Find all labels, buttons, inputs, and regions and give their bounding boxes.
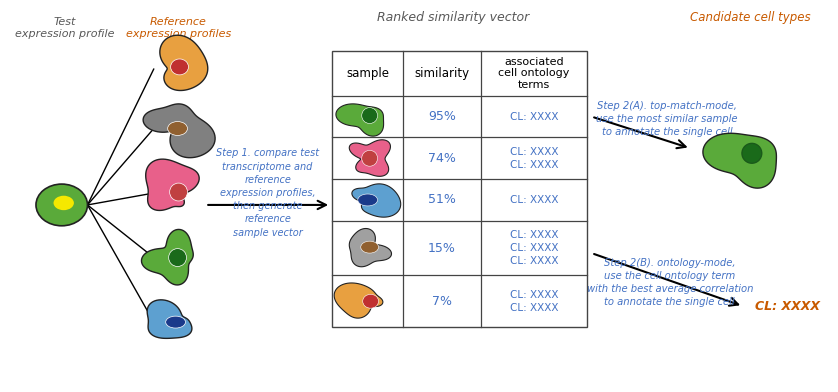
Text: Step 1. compare test
transcriptome and
reference
expression profiles,
then gener: Step 1. compare test transcriptome and r… (216, 148, 319, 238)
Ellipse shape (169, 183, 188, 201)
Ellipse shape (358, 194, 378, 206)
Text: 7%: 7% (432, 295, 452, 308)
Ellipse shape (171, 59, 189, 75)
Polygon shape (334, 283, 383, 318)
Polygon shape (160, 35, 208, 91)
Text: Step 2(B). ontology-mode,
use the cell ontology term
with the best average corre: Step 2(B). ontology-mode, use the cell o… (587, 258, 753, 307)
Ellipse shape (36, 184, 87, 226)
Polygon shape (349, 140, 391, 176)
Text: CL: XXXX: CL: XXXX (510, 195, 558, 205)
Polygon shape (142, 229, 194, 285)
Text: Candidate cell types: Candidate cell types (690, 11, 810, 24)
Polygon shape (349, 229, 391, 267)
Text: sample: sample (346, 67, 389, 80)
Polygon shape (147, 300, 192, 338)
Ellipse shape (166, 316, 185, 328)
Polygon shape (336, 104, 384, 136)
Text: Step 2(A). top-match-mode,
use the most similar sample
to annotate the single ce: Step 2(A). top-match-mode, use the most … (597, 101, 738, 137)
Ellipse shape (168, 249, 187, 267)
Polygon shape (352, 184, 401, 217)
Polygon shape (143, 104, 215, 158)
Ellipse shape (53, 195, 75, 211)
Text: Reference
expression profiles: Reference expression profiles (126, 17, 231, 39)
Text: Ranked similarity vector: Ranked similarity vector (377, 11, 529, 24)
Text: 15%: 15% (428, 241, 456, 255)
Polygon shape (146, 159, 199, 211)
Text: associated
cell ontology
terms: associated cell ontology terms (499, 57, 570, 90)
Text: CL: XXXX: CL: XXXX (755, 300, 820, 313)
Bar (332, 51, 587, 327)
Text: 51%: 51% (428, 194, 456, 207)
Text: CL: XXXX
CL: XXXX: CL: XXXX CL: XXXX (510, 147, 558, 170)
Text: 95%: 95% (428, 110, 456, 123)
Ellipse shape (362, 150, 378, 166)
Text: CL: XXXX
CL: XXXX
CL: XXXX: CL: XXXX CL: XXXX CL: XXXX (510, 230, 558, 266)
Ellipse shape (742, 143, 762, 163)
Text: 74%: 74% (428, 152, 456, 165)
Text: similarity: similarity (414, 67, 469, 80)
Ellipse shape (363, 294, 379, 308)
Ellipse shape (360, 241, 379, 253)
Polygon shape (703, 133, 777, 188)
Text: CL: XXXX
CL: XXXX: CL: XXXX CL: XXXX (510, 290, 558, 313)
Ellipse shape (362, 108, 378, 123)
Text: Test
expression profile: Test expression profile (15, 17, 115, 39)
Ellipse shape (168, 122, 188, 135)
Text: CL: XXXX: CL: XXXX (510, 112, 558, 122)
